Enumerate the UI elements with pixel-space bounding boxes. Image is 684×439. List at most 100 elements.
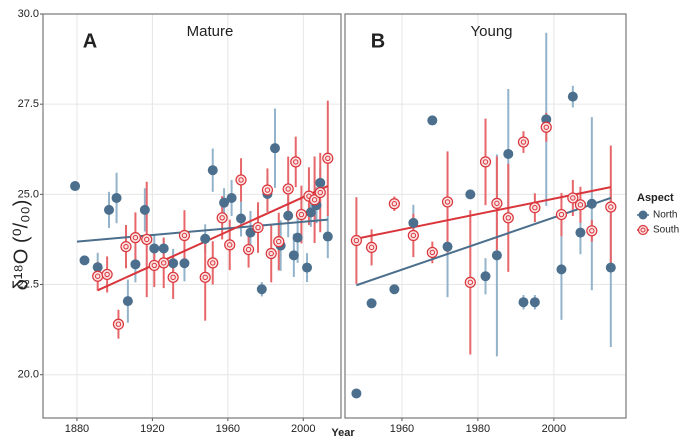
point-ring [308,194,321,206]
panel-label: A [83,30,97,52]
point [273,236,285,248]
point-ring [148,259,160,272]
point [122,296,133,307]
point [407,229,419,242]
point [129,232,142,244]
point [200,233,211,244]
point-ring [540,121,552,133]
point [529,297,540,308]
point [216,212,228,224]
point-core [219,215,225,221]
point [92,262,103,273]
point [112,318,125,330]
point-core [181,232,188,239]
point [167,271,179,283]
point [479,156,492,168]
point-ring [216,212,228,224]
point-core [520,139,527,145]
point-ring [92,270,104,282]
point [141,233,153,246]
point [315,177,326,188]
point-dot [503,148,514,159]
point [269,143,280,154]
panel-border [42,13,342,419]
point [567,91,578,102]
point-dot [168,258,179,269]
point [464,276,476,288]
point-dot [207,165,218,176]
legend-key-ring [637,224,649,236]
point-dot [104,204,115,215]
y-tick-label: 22.5 [18,278,39,290]
point-core [505,215,511,221]
point-dot [305,207,316,218]
point-ring [141,233,153,246]
point-ring [529,202,541,214]
x-tick-label: 1960 [216,423,240,435]
point [365,241,378,253]
point-dot [111,192,122,203]
point-core [144,236,150,243]
point-core [608,204,614,210]
point [252,221,264,234]
point [555,208,568,221]
point-dot [586,198,597,209]
point-dot [567,91,578,102]
point-core [543,124,549,130]
point [605,262,616,273]
point [224,239,236,251]
point-ring [388,198,400,210]
point [465,189,476,200]
point-core [494,200,500,207]
point-core [589,228,595,234]
point-dot [283,210,294,221]
point-dot [200,233,211,244]
point-core [151,262,157,269]
point [245,227,256,238]
point-ring [199,271,211,283]
point-ring [441,196,454,208]
point [518,297,529,308]
point-dot [556,264,567,275]
point-ring [129,232,142,244]
point-ring [605,201,617,213]
point [388,198,400,210]
panel-label: B [371,30,385,52]
point-core [391,201,398,207]
point [491,197,503,209]
point [491,250,502,261]
point [178,229,191,242]
point [295,208,307,221]
point-ring [491,197,503,209]
y-tick-label: 27.5 [18,98,39,110]
legend-key-dot [638,210,648,220]
point-core [202,274,208,281]
point-dot [92,262,103,273]
point-dot [269,143,280,154]
point [148,259,160,272]
point [219,197,230,208]
point [92,270,104,282]
point-ring [207,257,219,269]
point-dot [408,217,419,228]
point [70,181,81,192]
point [292,232,303,243]
point-dot [245,227,256,238]
point-core [170,274,176,281]
point-ring [235,174,247,186]
point-dot [292,232,303,243]
trend-line [76,218,328,243]
point-ring [365,241,378,253]
point [242,243,255,256]
point [427,115,438,126]
point [586,198,597,209]
point-dot [541,114,552,125]
point [158,257,170,269]
point-ring [101,268,113,281]
point [541,114,552,125]
point-ring [426,246,438,259]
point [79,255,90,266]
point [288,250,299,261]
point-core [94,273,101,279]
